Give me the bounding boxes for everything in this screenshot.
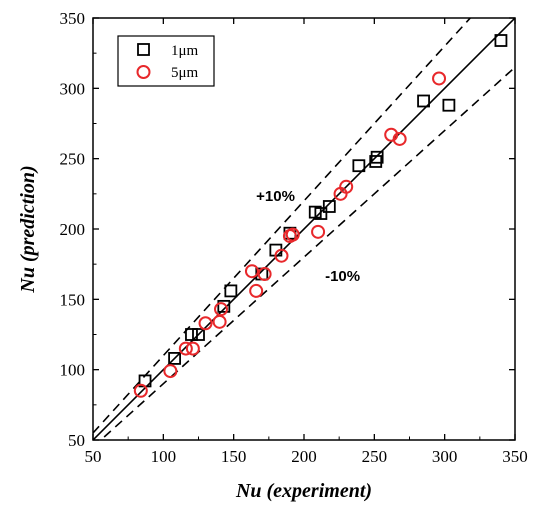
x-tick-label: 150	[221, 447, 247, 466]
data-point-1um	[494, 34, 508, 47]
data-point-5um	[185, 341, 200, 356]
x-tick-label: 200	[291, 447, 317, 466]
y-axis-title: Nu (prediction)	[17, 165, 39, 293]
data-point-1um	[192, 328, 205, 341]
data-point-5um	[311, 224, 326, 239]
minus-10-percent-label: -10%	[325, 268, 360, 285]
x-tick-label: 300	[432, 447, 458, 466]
data-point-1um	[185, 328, 198, 341]
y-tick-label: 200	[60, 220, 86, 239]
x-tick-label: 350	[502, 447, 528, 466]
data-point-1um	[352, 159, 366, 173]
legend-label-1um: 1μm	[171, 43, 199, 59]
data-point-5um	[214, 302, 229, 317]
data-point-1um	[442, 98, 456, 112]
data-point-1um	[217, 299, 231, 313]
y-tick-label: 100	[60, 361, 86, 380]
data-point-5um	[198, 316, 213, 331]
y-tick-label: 250	[60, 150, 86, 169]
legend-circle-symbol	[136, 65, 151, 79]
data-point-5um	[339, 179, 354, 194]
data-point-5um	[384, 127, 399, 142]
y-tick-label: 150	[60, 290, 86, 309]
legend: 1μm 5μm	[117, 35, 215, 87]
data-point-5um	[392, 131, 407, 146]
data-point-1um	[322, 200, 336, 213]
data-point-5um	[133, 383, 148, 398]
data-point-1um	[369, 155, 383, 168]
data-point-1um	[314, 207, 328, 220]
data-point-5um	[163, 364, 178, 379]
x-tick-label: 50	[85, 447, 102, 466]
minus-10-percent-line	[99, 66, 515, 440]
x-axis-title: Nu (experiment)	[235, 480, 372, 502]
y-tick-label: 50	[68, 431, 85, 450]
data-point-1um	[417, 94, 430, 108]
x-tick-label: 250	[362, 447, 388, 466]
parity-line	[93, 18, 515, 440]
data-points	[133, 34, 508, 398]
data-point-5um	[249, 283, 264, 298]
data-point-5um	[285, 227, 300, 242]
y-tick-label: 300	[60, 79, 86, 98]
axis-ticks: 50 100 150 200 250 300 350 50 100 150 200 250 300 350	[60, 9, 528, 466]
reference-lines	[93, 18, 515, 440]
data-point-5um	[274, 248, 289, 263]
legend-square-symbol	[137, 43, 150, 56]
data-point-5um	[257, 267, 272, 282]
data-point-5um	[178, 341, 193, 356]
data-point-1um	[224, 284, 238, 298]
legend-box	[117, 35, 215, 87]
legend-label-5um: 5μm	[171, 65, 199, 81]
data-point-5um	[212, 314, 227, 329]
data-point-5um	[432, 71, 447, 86]
y-tick-label: 350	[60, 9, 86, 28]
x-tick-label: 100	[151, 447, 177, 466]
data-point-1um	[168, 352, 181, 365]
data-point-5um	[244, 264, 259, 279]
plus-10-percent-label: +10%	[256, 188, 295, 205]
data-point-1um	[370, 150, 384, 164]
